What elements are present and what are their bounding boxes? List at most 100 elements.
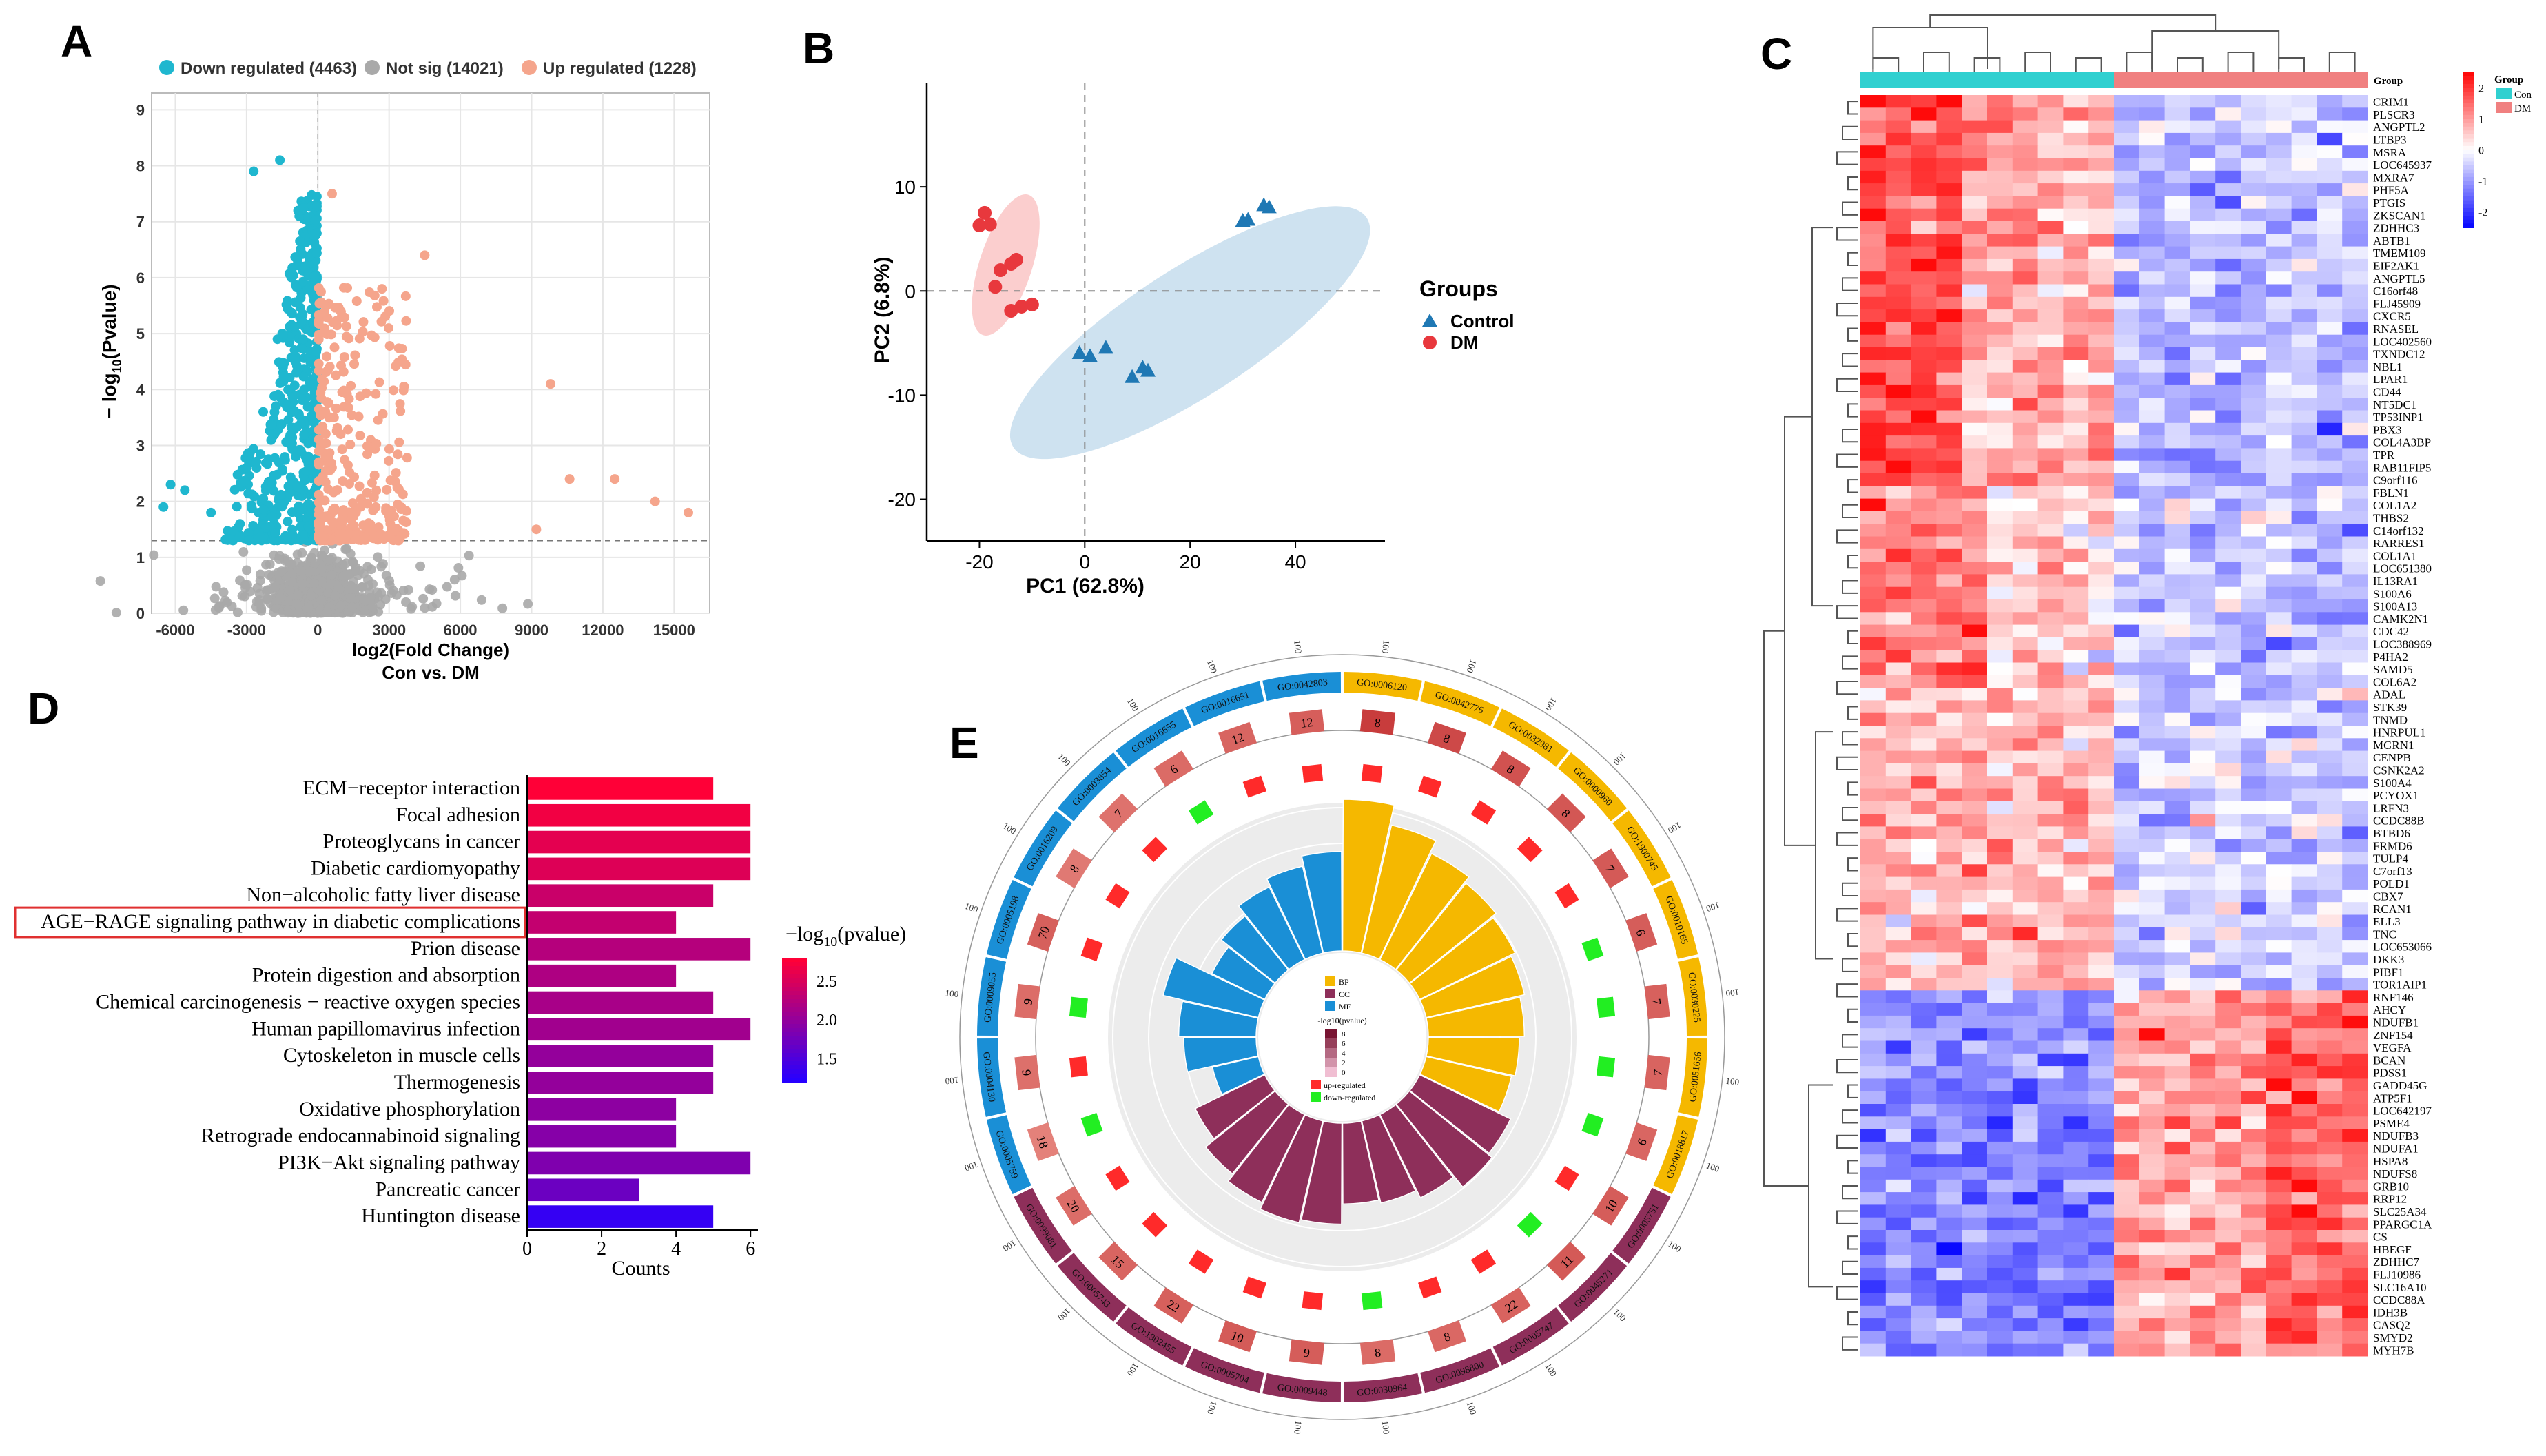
heatmap-cell [1936,158,1962,172]
heatmap-cell [1911,410,1937,424]
heatmap-cell [2215,940,2241,953]
ring-tick-label: 100 [1056,1306,1072,1322]
point-up [378,296,389,306]
point-down [309,379,319,389]
heatmap-cell [2012,1267,2039,1281]
panel-label-c: C [1760,29,1792,79]
heatmap-cell [2241,750,2267,764]
heatmap-cell [1911,1217,1937,1231]
heatmap-cell [2190,763,2216,777]
heatmap-cell [2215,1040,2241,1054]
heatmap-cell [2215,965,2241,978]
heatmap-cell [2114,460,2140,474]
heatmap-cell [2291,1255,2317,1269]
heatmap-cell [2190,902,2216,915]
heatmap-cell [2088,1267,2115,1281]
heatmap-cell [2139,1141,2166,1155]
heatmap-cell [1962,1331,1988,1344]
point-notsig [296,566,306,576]
dendrogram-branch [1836,1058,1858,1074]
heatmap-cell [2291,978,2317,991]
scale-segment [782,1061,807,1066]
heatmap-cell [2266,1305,2292,1319]
point-notsig [111,608,121,618]
scale-segment [2463,216,2474,221]
heatmap-cell [2291,158,2317,172]
category-band-mf [986,879,1031,959]
heatmap-cell [2241,624,2267,638]
heatmap-cell [2088,574,2115,588]
heatmap-cell [2291,435,2317,449]
heatmap-cell [2164,524,2190,537]
heatmap-cell [2317,801,2343,814]
dendrogram-branch [1847,252,1858,267]
point-notsig [276,566,287,577]
heatmap-cell [1911,927,1937,941]
heatmap-cell [1962,360,1988,373]
heatmap-cell [1860,586,1887,600]
dendrogram-branch [2328,52,2356,72]
point-up [314,310,324,320]
heatmap-cell [2012,1066,2039,1079]
heatmap-cell [2012,1053,2039,1067]
heatmap-cell [1962,410,1988,424]
point-up [314,489,324,500]
heatmap-cell [2215,524,2241,537]
heatmap-cell [1860,1116,1887,1130]
heatmap-cell [2139,120,2166,134]
heatmap-cell [2215,1015,2241,1029]
heatmap-cell [2063,410,2089,424]
heatmap-cell [1885,738,1912,752]
point-notsig [240,582,251,593]
legend-label-bp: BP [1339,977,1349,987]
heatmap-cell [2037,1154,2064,1167]
gene-label: NBL1 [2373,360,2403,373]
gene-label: LOC402560 [2373,335,2432,348]
heatmap-cell [2342,1141,2368,1155]
scale-segment [2463,204,2474,209]
heatmap-cell [2114,347,2140,360]
category-band-mf [977,1038,1007,1117]
heatmap-cell [2037,183,2064,196]
heatmap-cell [2342,1192,2368,1205]
heatmap-cell [2342,1230,2368,1243]
heatmap-cell [2190,347,2216,360]
point-down [287,524,298,535]
heatmap-cell [1936,258,1962,272]
point-notsig [427,602,438,612]
heatmap-cell [2241,1066,2267,1079]
heatmap-cell [1885,1255,1912,1269]
heatmap-cell [2088,296,2115,310]
heatmap-cell [1936,1331,1962,1344]
y-tick-label-a: 8 [136,158,145,175]
heatmap-cell [1911,637,1937,650]
heatmap-cell [2215,1053,2241,1067]
heatmap-cell [2037,965,2064,978]
heatmap-cell [1885,398,1912,411]
heatmap-cell [2190,965,2216,978]
heatmap-cell [2342,145,2368,158]
scale-segment [2463,150,2474,155]
point-down [303,451,314,462]
heatmap-cell [2114,637,2140,650]
y-tick-label-a: 5 [136,325,145,342]
heatmap-cell [2088,1015,2115,1029]
heatmap-cell [2215,738,2241,752]
heatmap-cell [2037,801,2064,814]
heatmap-cell [2190,914,2216,928]
point-up [398,528,409,538]
heatmap-cell [1962,662,1988,676]
heatmap-cell [2012,1116,2039,1130]
heatmap-cell [2012,750,2039,764]
heatmap-cell [2088,511,2115,524]
point-down [279,358,289,369]
heatmap-cell [1860,1293,1887,1306]
heatmap-cell [2215,1192,2241,1205]
heatmap-cell [1911,271,1937,285]
heatmap-cell [2317,120,2343,134]
y-tick-label-a: 2 [136,493,145,511]
heatmap-cell [2164,1091,2190,1105]
heatmap-cell [1936,322,1962,336]
heatmap-cell [2317,221,2343,234]
heatmap-cell [2114,360,2140,373]
